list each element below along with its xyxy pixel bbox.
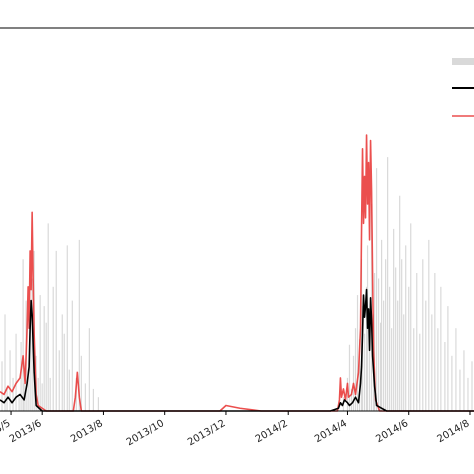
x-tick-label-4: 2013/12 <box>186 418 227 448</box>
x-tick-label-6: 2014/4 <box>313 418 349 445</box>
legend <box>452 58 474 117</box>
x-tick-label-1: 2013/6 <box>8 418 44 445</box>
red-series-line <box>0 134 474 412</box>
x-tick-label-2: 2013/8 <box>69 418 105 445</box>
black-series-line <box>0 288 474 412</box>
x-tick-label-8: 2014/8 <box>436 418 472 445</box>
x-tick-label-5: 2014/2 <box>254 418 290 445</box>
legend-swatch-gray <box>452 58 474 65</box>
gray-bar-series <box>1 157 473 411</box>
x-tick-label-3: 2013/10 <box>125 418 166 448</box>
x-tick-label-7: 2014/6 <box>374 418 410 445</box>
